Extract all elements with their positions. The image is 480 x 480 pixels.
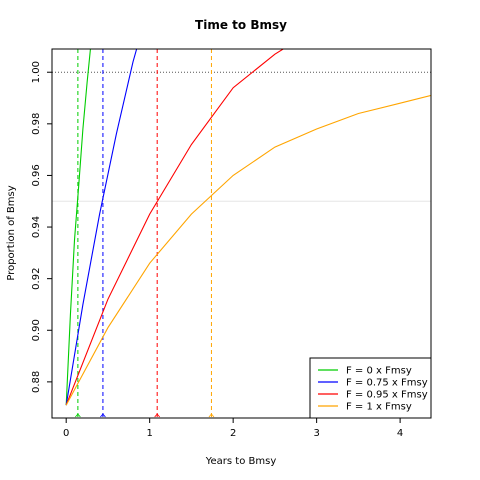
y-tick-label: 0.92	[31, 268, 42, 290]
series-line-3	[65, 94, 431, 406]
x-tick-label: 0	[63, 428, 69, 439]
y-axis-label: Proportion of Bmsy	[6, 185, 17, 280]
chart-title: Time to Bmsy	[195, 18, 287, 32]
target-year-marker-0	[75, 413, 81, 418]
x-tick-label: 4	[397, 428, 403, 439]
x-axis-label: Years to Bmsy	[205, 456, 277, 467]
series-line-2	[65, 49, 285, 406]
y-tick-label: 1.00	[31, 61, 42, 83]
series-line-0	[65, 49, 91, 406]
plot-clip-group	[52, 49, 431, 418]
target-year-marker-2	[154, 413, 160, 418]
series-line-1	[65, 49, 138, 406]
legend-label-2: F = 0.95 x Fmsy	[346, 390, 428, 401]
legend-label-1: F = 0.75 x Fmsy	[346, 378, 428, 389]
y-tick-label: 0.90	[31, 319, 42, 341]
x-tick-label: 3	[313, 428, 319, 439]
y-tick-label: 0.88	[31, 371, 42, 393]
legend-box	[309, 357, 432, 419]
y-tick-label: 0.98	[31, 113, 42, 135]
x-tick-label: 2	[230, 428, 236, 439]
legend-label-0: F = 0 x Fmsy	[346, 366, 412, 377]
y-tick-label: 0.96	[31, 164, 42, 186]
target-year-marker-3	[208, 413, 215, 418]
x-tick-label: 1	[146, 428, 152, 439]
target-year-marker-1	[100, 413, 106, 418]
y-tick-label: 0.94	[31, 216, 42, 238]
legend-label-3: F = 1 x Fmsy	[346, 402, 412, 413]
